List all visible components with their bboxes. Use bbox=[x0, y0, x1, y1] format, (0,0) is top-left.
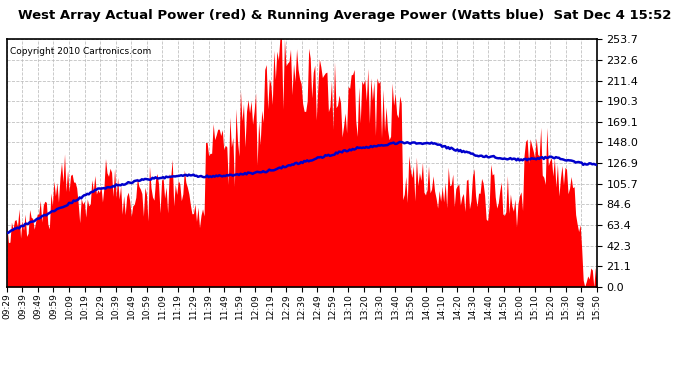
Text: West Array Actual Power (red) & Running Average Power (Watts blue)  Sat Dec 4 15: West Array Actual Power (red) & Running … bbox=[19, 9, 671, 22]
Text: Copyright 2010 Cartronics.com: Copyright 2010 Cartronics.com bbox=[10, 47, 151, 56]
